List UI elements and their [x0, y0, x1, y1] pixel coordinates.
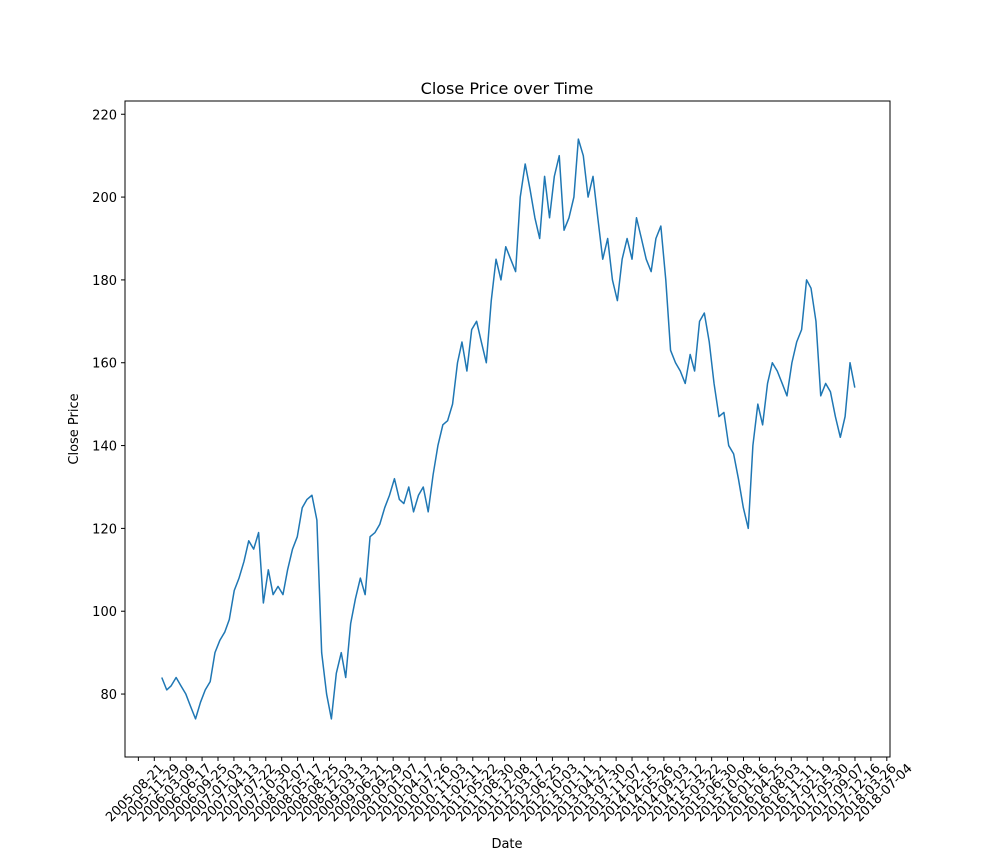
y-tick-label: 120: [92, 522, 117, 537]
x-axis-label: Date: [491, 837, 522, 849]
price-line: [161, 138, 856, 720]
y-tick-label: 160: [92, 357, 117, 372]
plot-frame: [124, 100, 891, 758]
chart-title: Close Price over Time: [421, 79, 594, 98]
y-tick-label: 220: [92, 108, 117, 123]
y-axis-label: Close Price: [67, 393, 82, 464]
y-tick-label: 200: [92, 191, 117, 206]
y-tick-label: 80: [100, 688, 117, 703]
y-tick-label: 140: [92, 440, 117, 455]
y-tick-label: 180: [92, 274, 117, 289]
y-tick-label: 100: [92, 605, 117, 620]
